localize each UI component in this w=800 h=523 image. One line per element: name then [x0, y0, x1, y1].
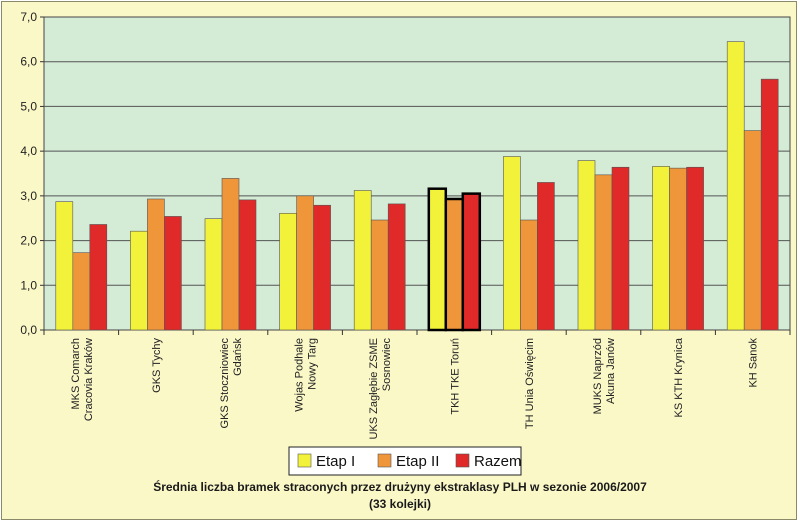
bar	[353, 190, 372, 331]
bar	[577, 160, 596, 331]
bar	[238, 199, 257, 331]
bar	[726, 41, 745, 331]
y-tick-label: 3,0	[20, 189, 37, 203]
legend-label: Etap I	[316, 453, 355, 470]
x-tick-label: Akuna Janów	[605, 338, 617, 404]
bar	[652, 166, 670, 331]
y-tick-label: 5,0	[20, 99, 37, 113]
bar	[743, 130, 762, 331]
bar	[72, 252, 91, 331]
bar	[503, 156, 521, 331]
x-tick-label: UKS Zagłębie ZSME	[368, 338, 380, 439]
chart-title: Średnia liczba bramek straconych przez d…	[153, 480, 647, 494]
y-tick-label: 0,0	[20, 323, 37, 337]
bar	[164, 216, 182, 331]
x-tick-label: GKS Tychy	[151, 338, 163, 393]
bar	[387, 203, 406, 331]
x-tick-label: MKS Comarch	[70, 338, 82, 410]
bar	[147, 198, 165, 331]
y-tick-label: 4,0	[20, 144, 37, 158]
bar	[537, 182, 555, 331]
y-tick-label: 7,0	[20, 10, 37, 24]
x-tick-label: Gdańsk	[232, 338, 244, 376]
bar	[89, 224, 108, 331]
bar	[444, 197, 465, 332]
x-tick-label: Sosnowiec	[381, 338, 393, 392]
bar	[594, 174, 613, 331]
bar	[55, 201, 74, 331]
bar	[461, 192, 482, 332]
bar	[686, 166, 704, 331]
y-tick-label: 2,0	[20, 234, 37, 248]
legend-swatch	[455, 453, 470, 468]
x-tick-label: TKH TKE Toruń	[449, 338, 461, 415]
bar	[760, 78, 779, 331]
bar	[130, 230, 148, 331]
legend-label: Etap II	[396, 453, 439, 470]
bar	[370, 219, 389, 331]
legend-label: Razem	[474, 453, 522, 470]
bar	[427, 187, 448, 332]
x-tick-label: Nowy Targ	[307, 338, 319, 390]
chart-subtitle: (33 kolejki)	[368, 497, 432, 511]
legend	[288, 446, 522, 476]
x-tick-label: Cracovia Kraków	[83, 338, 95, 421]
y-tick-label: 1,0	[20, 278, 37, 292]
legend-swatch	[377, 453, 392, 468]
x-tick-label: GKS Stoczniowiec	[219, 338, 231, 429]
x-tick-label: Wojas Podhale	[294, 338, 306, 412]
bar	[279, 212, 297, 331]
x-tick-label: KS KTH Krynica	[673, 337, 685, 417]
legend-swatch	[297, 453, 312, 468]
x-tick-label: MUKS Naprzód	[592, 338, 604, 414]
bar	[313, 204, 331, 331]
x-tick-label: TH Unia Oświęcim	[524, 338, 536, 429]
bar	[520, 219, 538, 331]
bar	[204, 218, 223, 331]
x-tick-label: KH Sanok	[748, 338, 760, 388]
bar	[611, 166, 630, 331]
bar	[296, 195, 314, 331]
y-tick-label: 6,0	[20, 55, 37, 69]
bar	[221, 178, 240, 331]
bar	[669, 167, 687, 331]
